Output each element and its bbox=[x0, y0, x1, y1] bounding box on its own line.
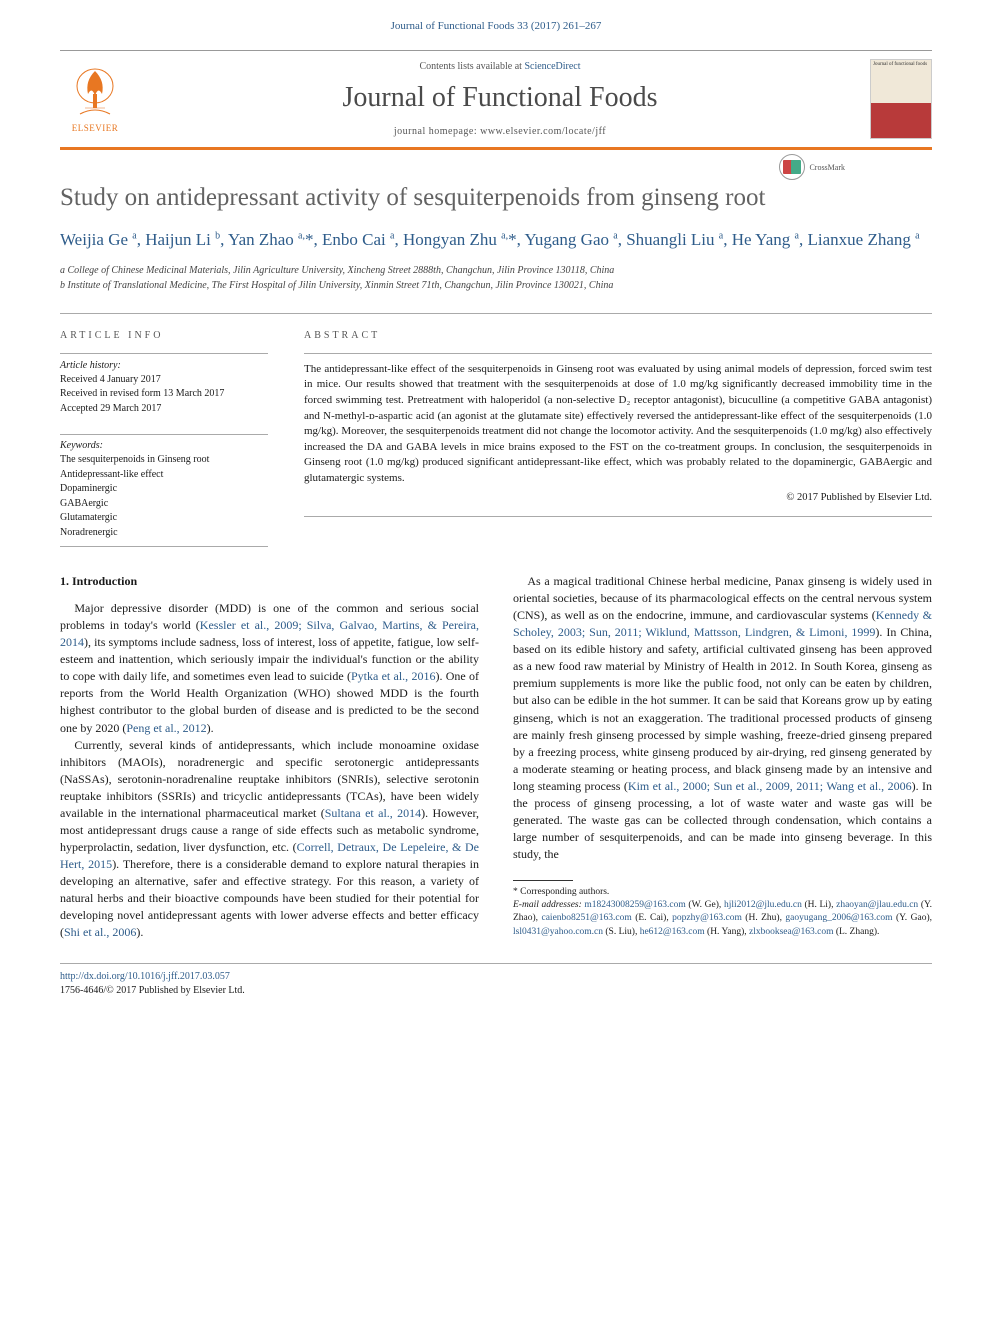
keywords-list: The sesquiterpenoids in Ginseng root Ant… bbox=[60, 453, 268, 547]
elsevier-tree-icon bbox=[70, 66, 120, 121]
email-link[interactable]: m18243008259@163.com bbox=[584, 900, 685, 910]
footnote-separator bbox=[513, 880, 573, 881]
article-history-heading: Article history: bbox=[60, 353, 268, 371]
citation-link[interactable]: Hert, 2015 bbox=[60, 857, 112, 871]
citation-link[interactable]: Shi et al., 2006 bbox=[64, 925, 136, 939]
article-title: Study on antidepressant activity of sesq… bbox=[60, 182, 765, 213]
crossmark-label: CrossMark bbox=[809, 163, 845, 172]
citation-link[interactable]: Correll, Detraux, De Lepeleire, & De bbox=[297, 840, 479, 854]
elsevier-wordmark: ELSEVIER bbox=[72, 123, 119, 133]
email-addresses: E-mail addresses: m18243008259@163.com (… bbox=[513, 899, 932, 939]
journal-header-banner: ELSEVIER Contents lists available at Sci… bbox=[60, 50, 932, 150]
keyword: The sesquiterpenoids in Ginseng root bbox=[60, 453, 268, 468]
elsevier-logo[interactable]: ELSEVIER bbox=[60, 59, 130, 139]
keyword: Antidepressant-like effect bbox=[60, 468, 268, 483]
email-link[interactable]: caienbo8251@163.com bbox=[542, 913, 632, 923]
email-link[interactable]: zlxbooksea@163.com bbox=[749, 927, 833, 937]
journal-homepage: journal homepage: www.elsevier.com/locat… bbox=[150, 126, 850, 137]
abstract-heading: abstract bbox=[304, 330, 932, 341]
abstract-body: The antidepressant-like effect of the se… bbox=[304, 353, 932, 517]
article-info-heading: article info bbox=[60, 330, 268, 341]
abstract-copyright: © 2017 Published by Elsevier Ltd. bbox=[304, 491, 932, 506]
citation-link[interactable]: Peng et al., 2012 bbox=[126, 721, 206, 735]
affiliation-a: a College of Chinese Medicinal Materials… bbox=[60, 263, 932, 278]
page-citation: Journal of Functional Foods 33 (2017) 26… bbox=[60, 20, 932, 32]
email-link[interactable]: hjli2012@jlu.edu.cn bbox=[724, 900, 802, 910]
email-link[interactable]: lsl0431@yahoo.com.cn bbox=[513, 927, 603, 937]
keyword: Dopaminergic bbox=[60, 482, 268, 497]
affiliations: a College of Chinese Medicinal Materials… bbox=[60, 263, 932, 293]
email-link[interactable]: gaoyugang_2006@163.com bbox=[785, 913, 892, 923]
journal-cover-thumbnail[interactable]: Journal of functional foods bbox=[870, 59, 932, 139]
crossmark-icon bbox=[779, 154, 805, 180]
contents-available-line: Contents lists available at ScienceDirec… bbox=[150, 61, 850, 72]
sciencedirect-link[interactable]: ScienceDirect bbox=[524, 61, 580, 72]
section-heading-intro: 1. Introduction bbox=[60, 573, 479, 590]
citation-link[interactable]: Sultana et al., 2014 bbox=[325, 806, 421, 820]
date-received: Received 4 January 2017 bbox=[60, 373, 268, 388]
journal-name: Journal of Functional Foods bbox=[150, 82, 850, 114]
page-footer: http://dx.doi.org/10.1016/j.jff.2017.03.… bbox=[60, 963, 932, 998]
abstract-column: abstract The antidepressant-like effect … bbox=[304, 330, 932, 548]
keyword: Noradrenergic bbox=[60, 526, 268, 541]
authors-list: Weijia Ge a, Haijun Li b, Yan Zhao a,*, … bbox=[60, 227, 932, 253]
keyword: Glutamatergic bbox=[60, 511, 268, 526]
citation-link[interactable]: Kim et al., 2000; Sun et al., 2009, 2011… bbox=[628, 779, 912, 793]
doi-link[interactable]: http://dx.doi.org/10.1016/j.jff.2017.03.… bbox=[60, 971, 230, 982]
crossmark-badge[interactable]: CrossMark bbox=[779, 154, 845, 180]
email-link[interactable]: he612@163.com bbox=[640, 927, 705, 937]
footnotes: * Corresponding authors. E-mail addresse… bbox=[513, 886, 932, 939]
email-link[interactable]: zhaoyan@jlau.edu.cn bbox=[836, 900, 918, 910]
keywords-heading: Keywords: bbox=[60, 434, 268, 451]
citation-link[interactable]: Pytka et al., 2016 bbox=[351, 669, 436, 683]
issn-copyright: 1756-4646/© 2017 Published by Elsevier L… bbox=[60, 984, 245, 998]
email-link[interactable]: popzhy@163.com bbox=[672, 913, 742, 923]
affiliation-b: b Institute of Translational Medicine, T… bbox=[60, 278, 932, 293]
date-revised: Received in revised form 13 March 2017 bbox=[60, 387, 268, 402]
keyword: GABAergic bbox=[60, 497, 268, 512]
body-text: 1. Introduction Major depressive disorde… bbox=[60, 573, 932, 941]
date-accepted: Accepted 29 March 2017 bbox=[60, 402, 268, 417]
corresponding-authors-note: * Corresponding authors. bbox=[513, 886, 932, 899]
article-info-column: article info Article history: Received 4… bbox=[60, 330, 268, 548]
